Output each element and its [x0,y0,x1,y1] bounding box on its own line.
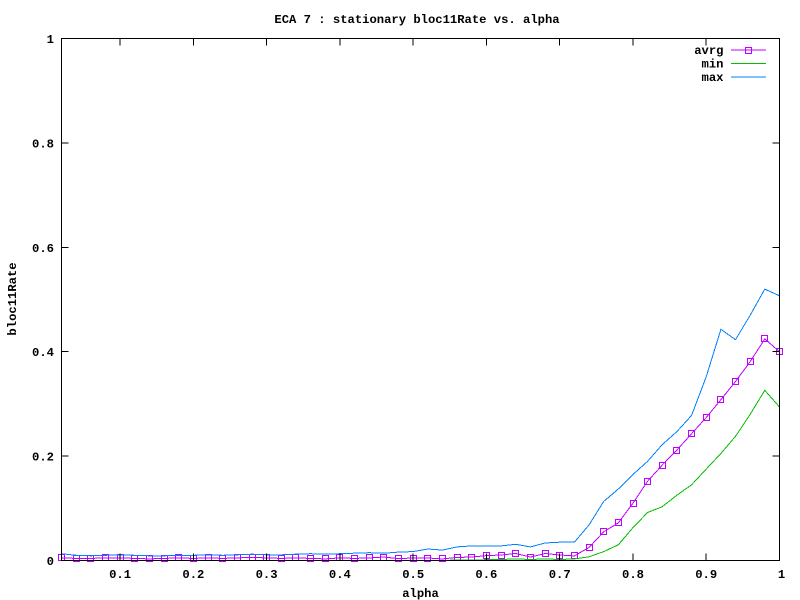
svg-text:0.5: 0.5 [402,568,424,582]
svg-text:0.6: 0.6 [32,242,54,256]
svg-text:max: max [702,71,725,85]
svg-text:0.8: 0.8 [32,137,54,151]
svg-text:0.1: 0.1 [109,568,131,582]
svg-text:1: 1 [778,568,785,582]
svg-text:0.4: 0.4 [32,346,54,360]
svg-text:0.4: 0.4 [329,568,351,582]
svg-text:0.2: 0.2 [32,451,54,465]
svg-text:0.3: 0.3 [256,568,278,582]
svg-text:0.7: 0.7 [549,568,571,582]
svg-text:0.2: 0.2 [182,568,204,582]
svg-text:min: min [702,58,724,72]
svg-text:0.9: 0.9 [695,568,717,582]
svg-text:0: 0 [47,555,54,569]
svg-text:alpha: alpha [402,587,439,600]
svg-text:ECA 7 : stationary bloc11Rate: ECA 7 : stationary bloc11Rate vs. alpha [274,13,560,27]
svg-text:0.8: 0.8 [622,568,644,582]
svg-text:bloc11Rate: bloc11Rate [6,262,20,335]
svg-text:avrg: avrg [694,44,723,58]
svg-text:1: 1 [47,33,54,47]
svg-text:0.6: 0.6 [475,568,497,582]
